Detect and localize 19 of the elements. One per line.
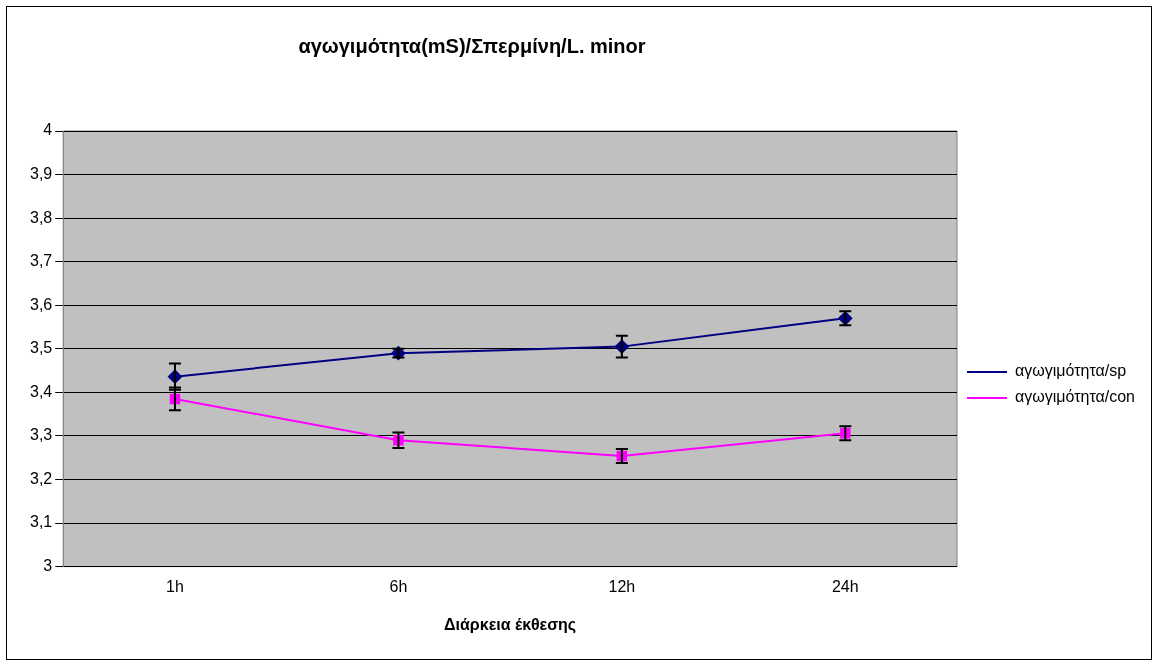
y-tick-label: 3,7 (29, 252, 53, 270)
legend-label: αγωγιμότητα/sp (1015, 362, 1127, 380)
y-tick-label: 3,9 (29, 164, 53, 182)
y-tick-label: 3,8 (29, 208, 53, 226)
y-tick-label: 3,1 (29, 513, 53, 531)
y-tick-label: 3,6 (29, 295, 53, 313)
y-tick-label: 4 (43, 121, 53, 139)
y-tick-label: 3,3 (29, 426, 53, 444)
x-tick-label: 24h (831, 577, 859, 595)
y-tick-label: 3,5 (29, 339, 53, 357)
legend-label: αγωγιμότητα/con (1015, 388, 1136, 406)
x-tick-label: 12h (608, 577, 636, 595)
y-tick-label: 3,2 (29, 469, 53, 487)
y-tick-label: 3 (43, 557, 53, 575)
x-axis-title: Διάρκεια έκθεσης (444, 615, 577, 634)
x-tick-label: 6h (389, 577, 408, 595)
x-tick-label: 1h (166, 577, 184, 595)
chart-title: αγωγιμότητα(mS)/Σπερμίνη/L. minor (297, 35, 647, 58)
y-tick-label: 3,4 (29, 382, 53, 400)
